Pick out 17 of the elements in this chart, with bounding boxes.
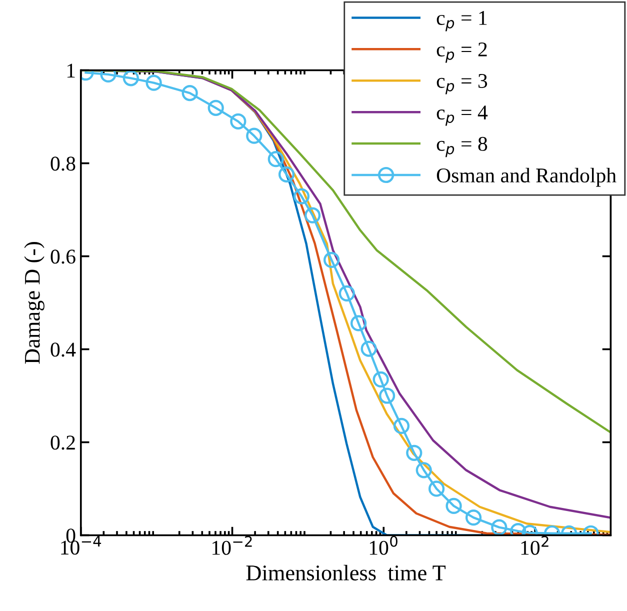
legend-label: c$_{p}$ = 4 xyxy=(436,106,488,126)
x-axis-title: Dimensionless time T xyxy=(246,564,446,580)
y-tick-label: 0.2 xyxy=(50,436,75,450)
y-tick-label: 1 xyxy=(67,64,75,78)
legend-label: c$_{p}$ = 1 xyxy=(436,11,487,32)
legend-label: c$_{p}$ = 8 xyxy=(436,136,488,158)
y-tick-label: 0 xyxy=(66,528,76,543)
legend-label: Osman and Randolph xyxy=(436,168,616,187)
x-tick-label: 10$^{2}$ xyxy=(521,536,548,555)
y-tick-label: 0.4 xyxy=(50,342,76,357)
legend-label: c$_{p}$ = 3 xyxy=(436,74,488,94)
y-axis-title: Damage D (-) xyxy=(24,242,44,364)
legend-label: c$_{p}$ = 2 xyxy=(436,42,487,63)
y-tick-label: 0.8 xyxy=(50,156,76,171)
x-tick-label: 10$^{−2}$ xyxy=(212,536,252,555)
x-tick-label: 10$^{0}$ xyxy=(370,536,398,555)
y-tick-label: 0.6 xyxy=(50,250,76,264)
